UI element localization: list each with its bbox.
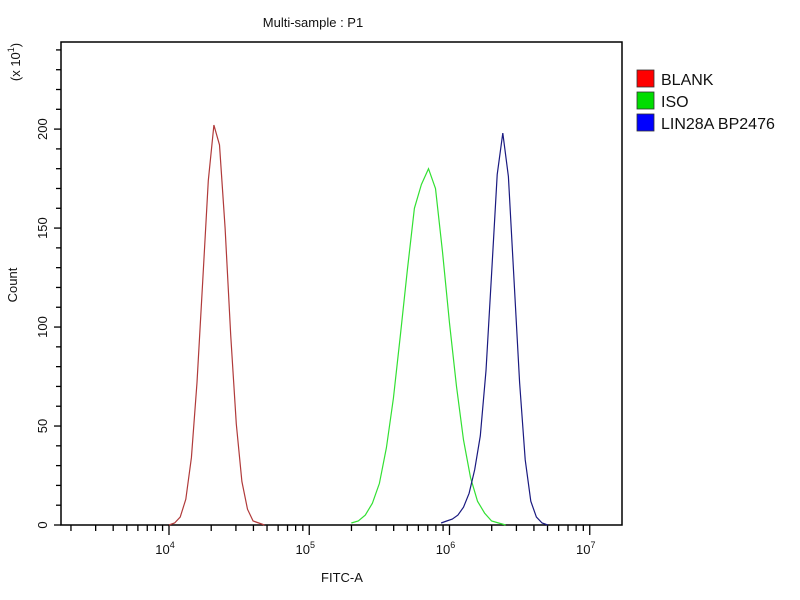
legend-label: LIN28A BP2476 bbox=[661, 116, 775, 133]
legend-label: ISO bbox=[661, 94, 689, 111]
x-axis-label: FITC-A bbox=[321, 570, 363, 585]
x-tick-exp: 6 bbox=[450, 540, 455, 550]
legend-swatch bbox=[636, 91, 655, 110]
legend-label: BLANK bbox=[661, 72, 714, 89]
y-multiplier-label: (x 101) bbox=[6, 43, 23, 81]
series-line-iso bbox=[351, 167, 506, 526]
y-tick-label: 150 bbox=[35, 217, 50, 239]
legend-swatch bbox=[636, 69, 655, 88]
series-line-lin28a-bp2476 bbox=[440, 133, 548, 526]
x-tick-base: 10 bbox=[576, 542, 590, 557]
x-tick-base: 10 bbox=[296, 542, 310, 557]
x-tick-exp: 7 bbox=[590, 540, 595, 550]
plot-frame bbox=[60, 41, 623, 526]
series-line-blank bbox=[168, 124, 265, 526]
chart-title: Multi-sample : P1 bbox=[263, 15, 363, 30]
x-tick-base: 10 bbox=[155, 542, 169, 557]
legend-swatch bbox=[636, 113, 655, 132]
y-tick-label: 0 bbox=[35, 521, 50, 528]
y-multiplier-prefix: (x 10 bbox=[8, 52, 23, 81]
x-tick-label: 107 bbox=[576, 540, 595, 557]
x-tick-label: 105 bbox=[296, 540, 315, 557]
y-multiplier-exp: 1 bbox=[6, 47, 16, 52]
x-tick-exp: 5 bbox=[310, 540, 315, 550]
x-tick-label: 106 bbox=[436, 540, 455, 557]
y-tick-label: 100 bbox=[35, 316, 50, 338]
x-tick-exp: 4 bbox=[170, 540, 175, 550]
x-tick-label: 104 bbox=[155, 540, 174, 557]
x-tick-base: 10 bbox=[436, 542, 450, 557]
y-multiplier-suffix: ) bbox=[8, 43, 23, 47]
y-tick-label: 200 bbox=[35, 118, 50, 140]
y-tick-label: 50 bbox=[35, 419, 50, 433]
y-axis-label: Count bbox=[5, 267, 20, 302]
